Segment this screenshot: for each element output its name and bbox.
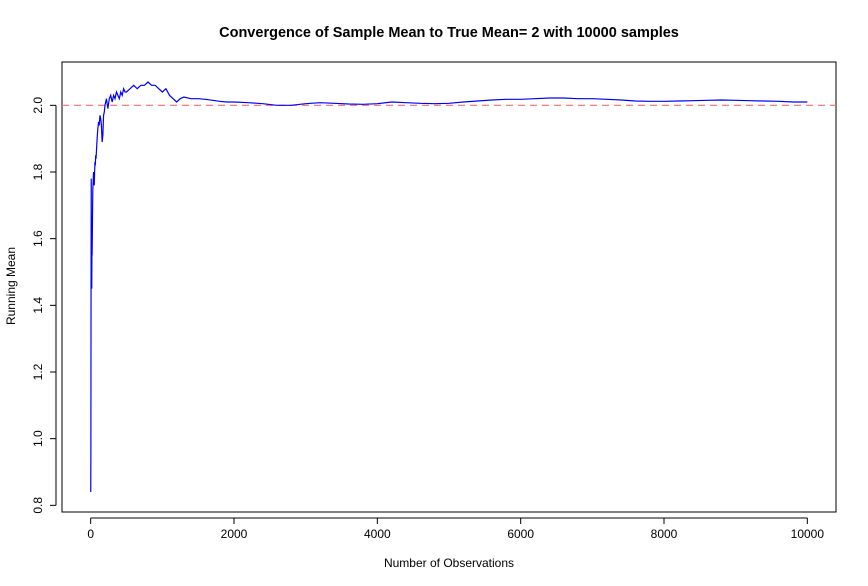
x-axis-label: Number of Observations: [384, 556, 514, 570]
y-axis-ticks: 0.8 1.0 1.2 1.4 1.6 1.8 2.0: [31, 97, 56, 514]
y-tick-label: 2.0: [31, 97, 45, 114]
y-tick-label: 1.2: [31, 363, 45, 380]
x-axis-ticks: 0 2000 4000 6000 8000 10000: [87, 518, 824, 541]
x-tick-label: 8000: [651, 527, 678, 541]
running-mean-line: [90, 81, 808, 493]
x-tick-label: 0: [87, 527, 94, 541]
y-tick-label: 1.0: [31, 430, 45, 447]
plot-frame: [61, 61, 837, 513]
y-axis-label: Running Mean: [4, 247, 18, 325]
x-tick-label: 10000: [791, 527, 825, 541]
y-tick-label: 1.4: [31, 297, 45, 314]
y-tick-label: 1.8: [31, 163, 45, 180]
chart-title: Convergence of Sample Mean to True Mean=…: [219, 25, 679, 41]
y-tick-label: 1.6: [31, 230, 45, 247]
x-tick-label: 2000: [221, 527, 248, 541]
x-tick-label: 4000: [364, 527, 391, 541]
x-tick-label: 6000: [507, 527, 534, 541]
y-tick-label: 0.8: [31, 497, 45, 514]
